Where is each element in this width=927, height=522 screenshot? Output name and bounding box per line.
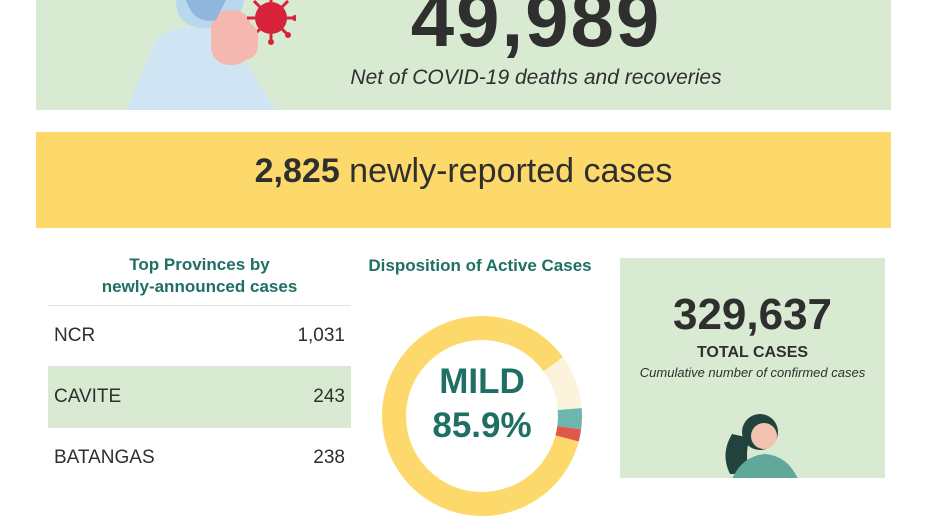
total-cases-caption: Cumulative number of confirmed cases xyxy=(639,365,866,380)
disposition-label: MILD xyxy=(439,362,525,401)
province-name: BATANGAS xyxy=(54,447,155,468)
table-row: CAVITE 243 xyxy=(48,366,351,427)
new-cases-number: 2,825 xyxy=(254,152,340,190)
disposition-percent: 85.9% xyxy=(432,406,532,445)
active-cases-caption: Net of COVID-19 deaths and recoveries xyxy=(350,66,722,89)
active-cases-number: 49,989 xyxy=(410,0,662,63)
province-name: CAVITE xyxy=(54,386,122,407)
table-row: BATANGAS 238 xyxy=(48,427,351,488)
top-provinces-title-line2: newly-announced cases xyxy=(101,277,298,296)
top-provinces-table: NCR 1,031 CAVITE 243 BATANGAS 238 xyxy=(48,305,351,488)
person-illustration-icon xyxy=(725,414,798,478)
severe-segment xyxy=(555,425,582,442)
total-cases-panel: 329,637 TOTAL CASES Cumulative number of… xyxy=(620,258,885,478)
province-value: 243 xyxy=(313,386,345,407)
top-provinces-title-line1: Top Provinces by xyxy=(129,255,270,274)
critical-segment xyxy=(557,408,582,430)
total-cases-number: 329,637 xyxy=(672,290,833,339)
disposition-title: Disposition of Active Cases xyxy=(368,256,592,275)
province-value: 238 xyxy=(313,447,345,468)
active-cases-panel: 49,989 Net of COVID-19 deaths and recove… xyxy=(36,0,891,110)
province-name: NCR xyxy=(54,325,96,346)
province-value: 1,031 xyxy=(297,325,345,346)
table-row: NCR 1,031 xyxy=(48,305,351,366)
patient-illustration-icon xyxy=(126,0,296,110)
other-segment xyxy=(543,357,582,411)
new-cases-banner: 2,825 newly-reported cases xyxy=(36,132,891,228)
total-cases-label: TOTAL CASES xyxy=(696,344,809,361)
new-cases-text: newly-reported cases xyxy=(339,152,673,190)
top-provinces-title: Top Provinces by newly-announced cases xyxy=(48,254,351,298)
